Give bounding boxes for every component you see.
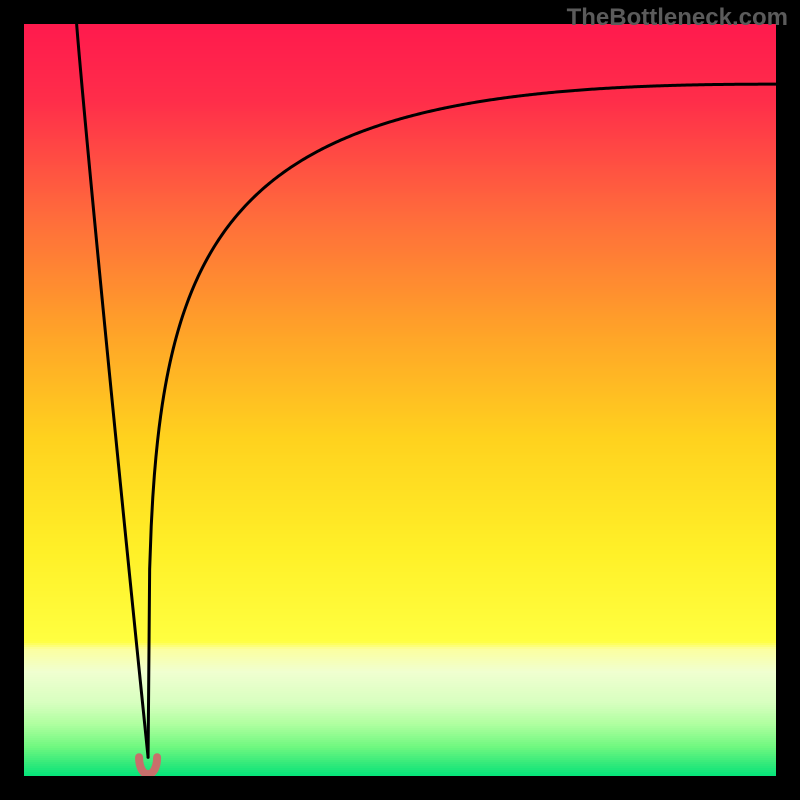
valley-marker [139,757,157,774]
right-branch [148,84,776,757]
curves-svg [24,24,776,776]
chart-container: TheBottleneck.com [0,0,800,800]
watermark-text: TheBottleneck.com [567,4,788,32]
plot-area [24,24,776,776]
left-branch [77,24,148,757]
